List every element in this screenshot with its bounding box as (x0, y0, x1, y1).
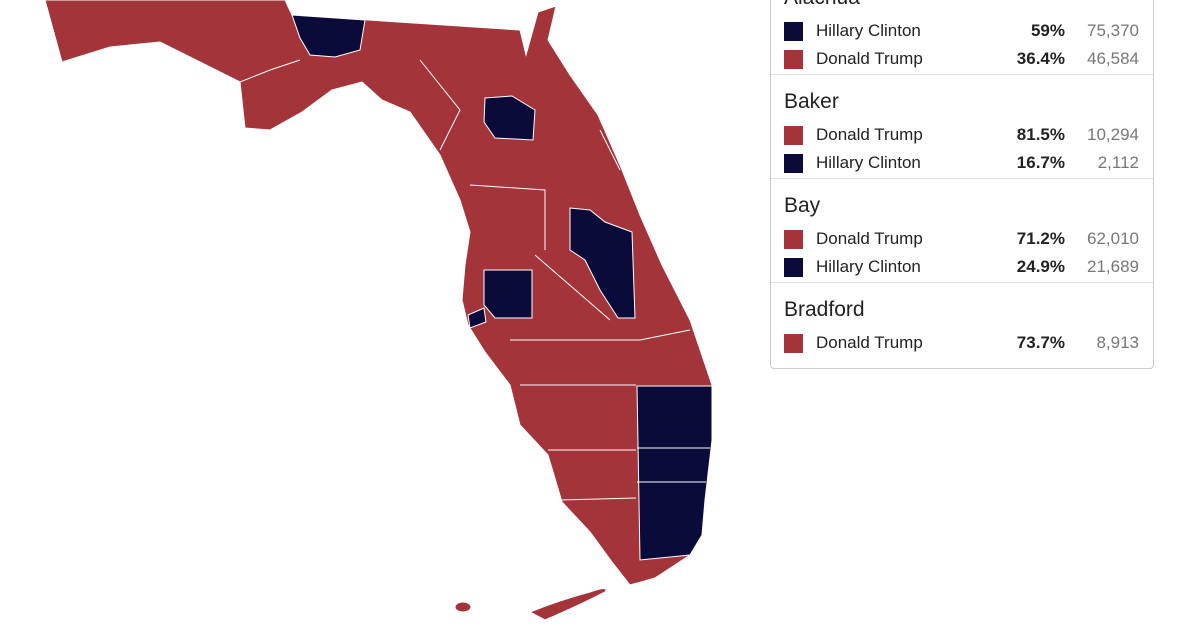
candidate-name: Donald Trump (816, 333, 923, 352)
color-swatch (784, 258, 803, 277)
south-florida-counties (636, 385, 713, 561)
dry-tortugas (454, 601, 472, 613)
vote-percent: 59% (1030, 21, 1065, 40)
county-name: Alachua (784, 0, 1139, 17)
county-lines (239, 59, 710, 501)
vote-count: 46,584 (1087, 49, 1139, 68)
hillsborough-county (483, 269, 533, 319)
candidate-name: Hillary Clinton (816, 257, 921, 276)
candidate-name: Hillary Clinton (816, 153, 921, 172)
county-group: Alachua Hillary Clinton 59% 75,370 Donald Tr… (771, 0, 1153, 75)
vote-percent: 81.5% (1016, 125, 1065, 144)
vote-percent: 71.2% (1016, 229, 1065, 248)
county-name: Bradford (784, 298, 865, 321)
result-row: Donald Trump 73.7% 8,913 (784, 329, 1139, 357)
color-swatch (784, 230, 803, 249)
vote-percent: 24.9% (1016, 257, 1065, 276)
trump-counties (44, 0, 713, 621)
vote-percent: 73.7% (1016, 333, 1065, 352)
florida-keys (528, 588, 607, 621)
result-row: Donald Trump 36.4% 46,584 (784, 45, 1139, 73)
vote-percent: 16.7% (1016, 153, 1065, 172)
county-group: Baker Donald Trump 81.5% 10,294 Hillary Clin… (771, 75, 1153, 179)
result-row: Donald Trump 81.5% 10,294 (784, 121, 1139, 149)
county-name: Bay (784, 194, 821, 217)
result-row: Donald Trump 71.2% 62,010 (784, 225, 1139, 253)
florida-mainland (44, 0, 713, 586)
color-swatch (784, 334, 803, 353)
vote-count: 10,294 (1087, 125, 1139, 144)
vote-count: 21,689 (1087, 257, 1139, 276)
county-group: Bay Donald Trump 71.2% 62,010 Hillary Clinto… (771, 179, 1153, 283)
candidate-name: Hillary Clinton (816, 21, 921, 40)
alachua-county (483, 95, 536, 141)
color-swatch (784, 154, 803, 173)
color-swatch (784, 50, 803, 69)
result-row: Hillary Clinton 59% 75,370 (784, 17, 1139, 45)
county-border (239, 59, 710, 501)
vote-count: 75,370 (1087, 21, 1139, 40)
vote-count: 2,112 (1097, 153, 1139, 172)
candidate-name: Donald Trump (816, 125, 923, 144)
county-group: Bradford Donald Trump 73.7% 8,913 (771, 283, 1153, 368)
vote-percent: 36.4% (1016, 49, 1065, 68)
vote-count: 62,010 (1087, 229, 1139, 248)
leon-county (291, 14, 366, 58)
candidate-name: Donald Trump (816, 49, 923, 68)
vote-count: 8,913 (1096, 333, 1139, 352)
result-row: Hillary Clinton 16.7% 2,112 (784, 149, 1139, 177)
candidate-name: Donald Trump (816, 229, 923, 248)
result-row: Hillary Clinton 24.9% 21,689 (784, 253, 1139, 281)
clinton-counties (291, 14, 713, 561)
pinellas-county (467, 307, 487, 329)
results-panel: Alachua Hillary Clinton 59% 75,370 Donald Tr… (770, 0, 1154, 369)
florida-map (44, 0, 713, 621)
orange-osceola-county (569, 207, 636, 319)
color-swatch (784, 126, 803, 145)
county-name: Baker (784, 90, 839, 113)
color-swatch (784, 22, 803, 41)
